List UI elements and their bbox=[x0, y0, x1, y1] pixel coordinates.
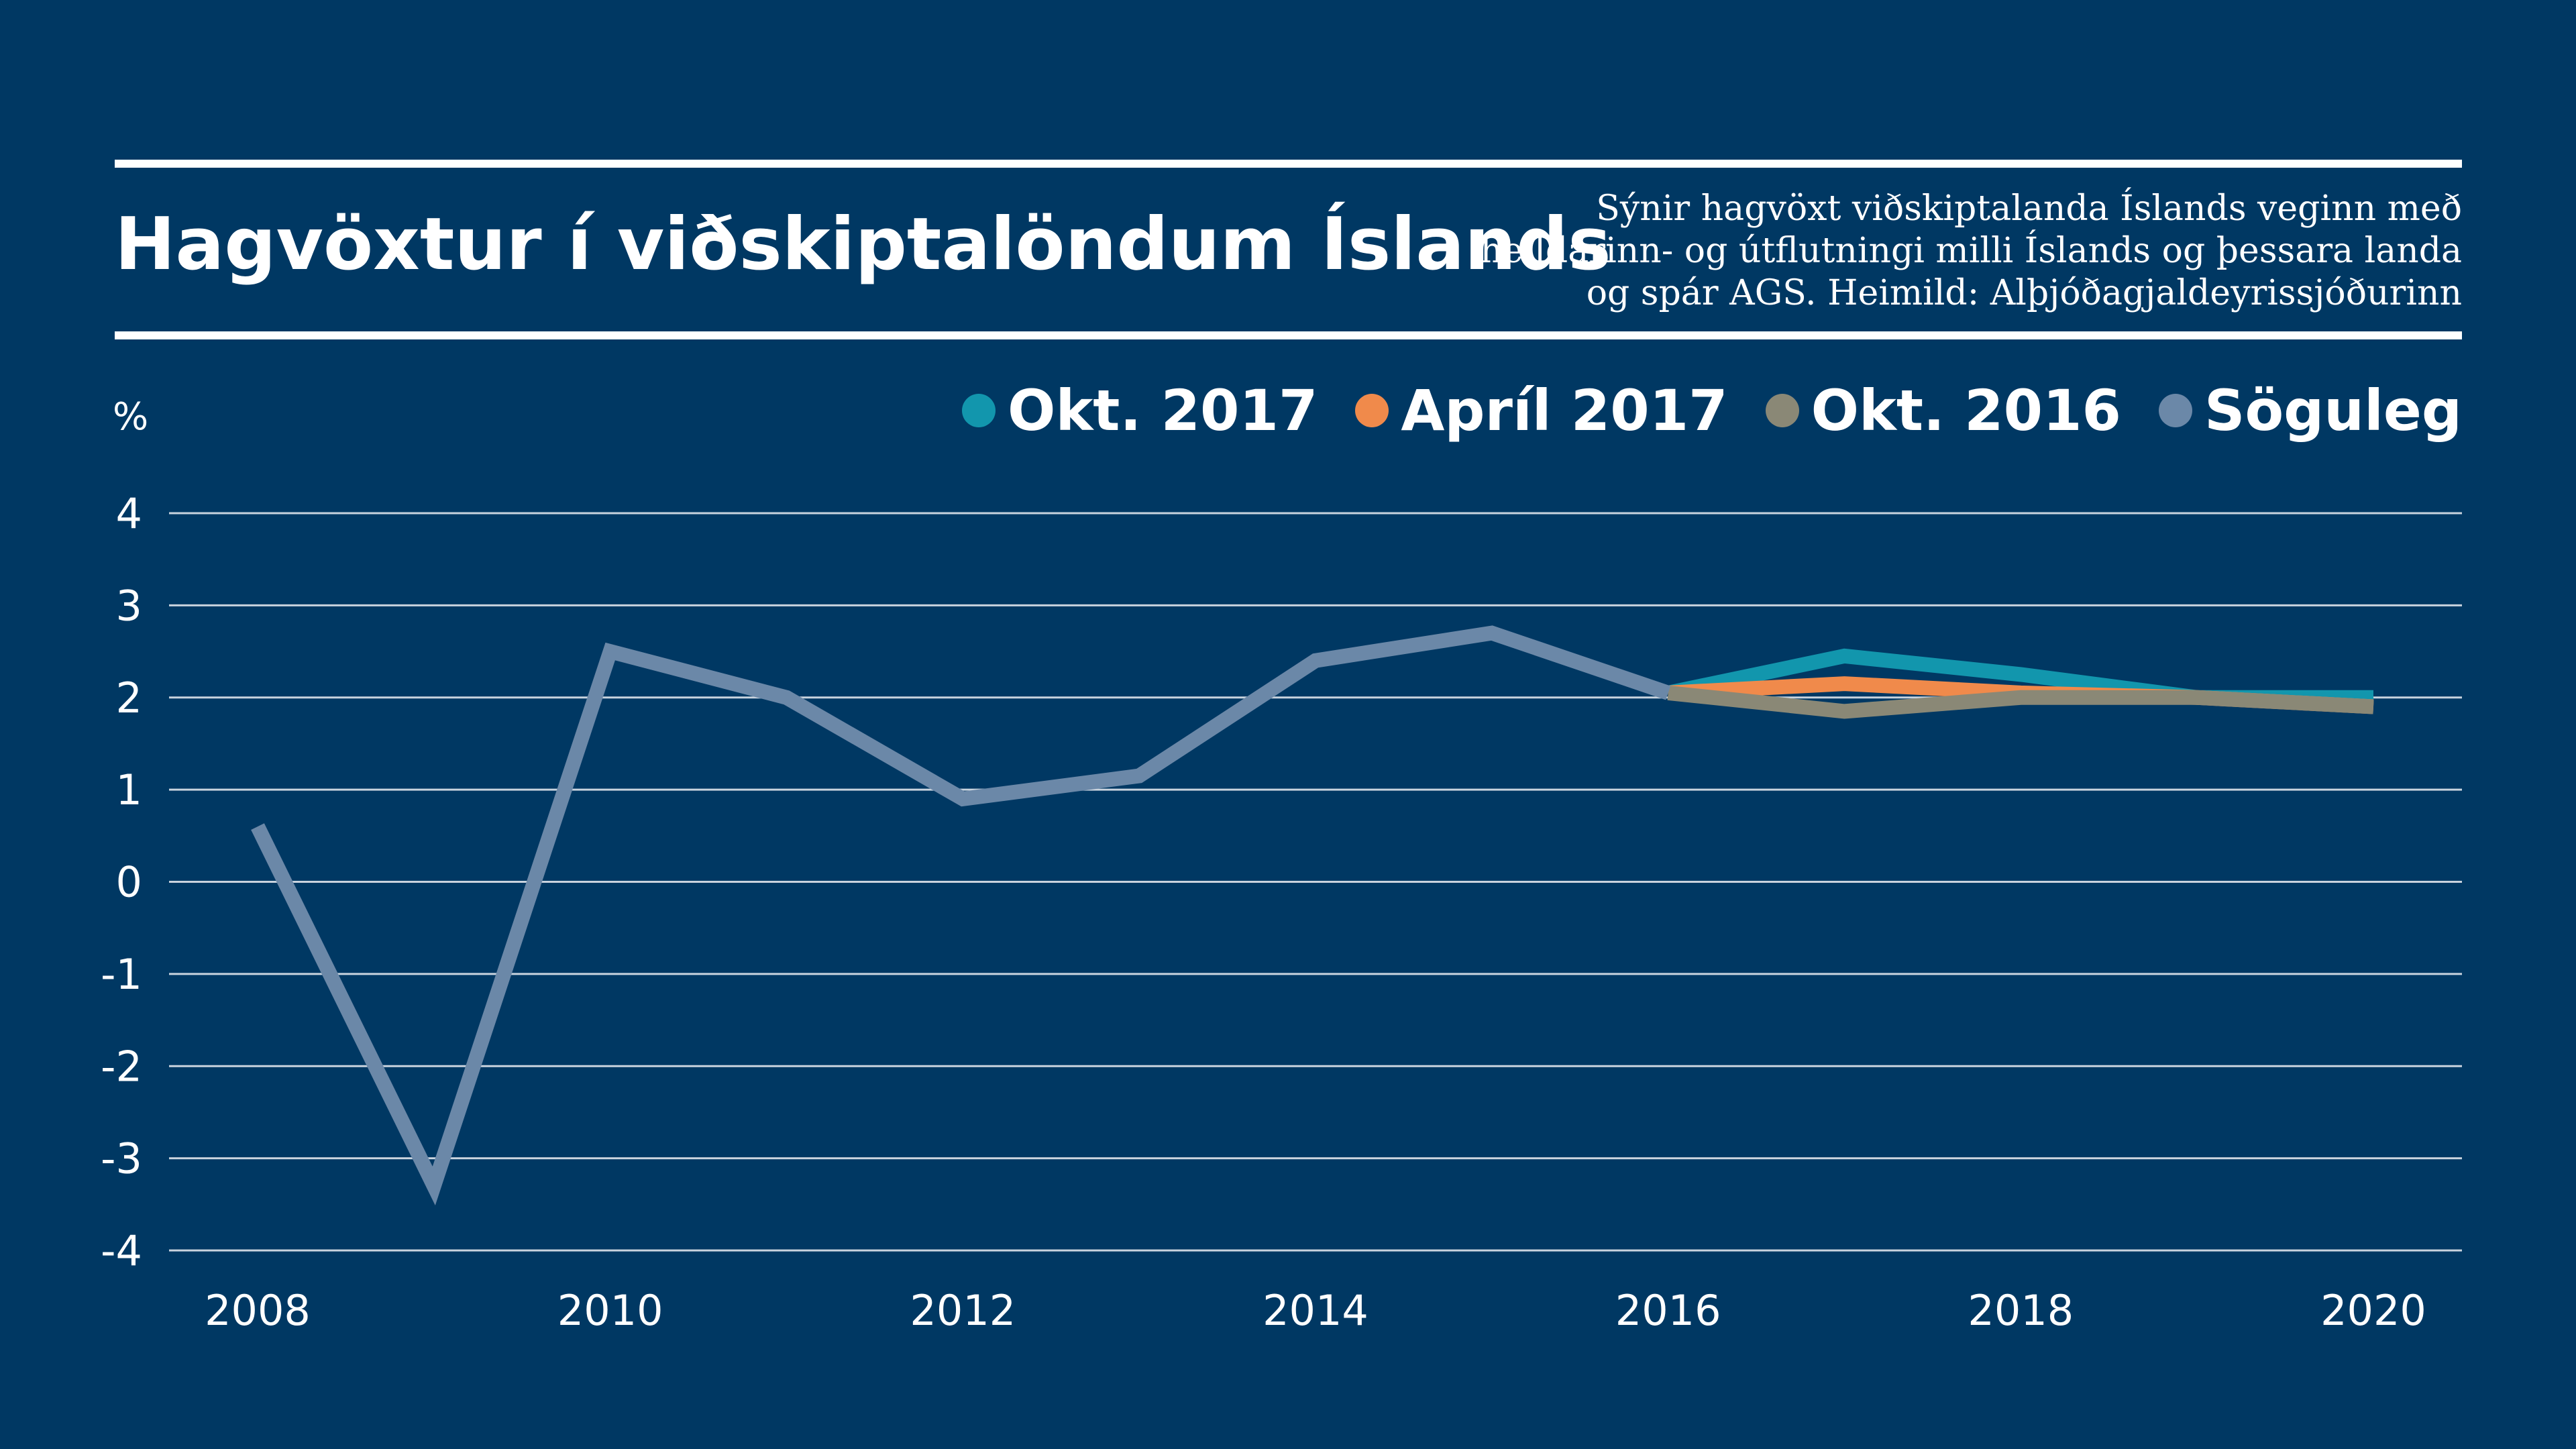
chart-title: Hagvöxtur í viðskiptalöndum Íslands bbox=[115, 203, 1611, 286]
legend-marker-icon bbox=[1765, 394, 1799, 427]
header-bottom-rule bbox=[115, 331, 2462, 339]
y-axis-unit-label: % bbox=[113, 395, 148, 439]
legend-item: Söguleg bbox=[2158, 378, 2462, 443]
header-top-rule bbox=[115, 160, 2462, 168]
y-tick-label: -3 bbox=[101, 1134, 142, 1183]
legend-item: Okt. 2016 bbox=[1765, 378, 2121, 443]
y-tick-label: -2 bbox=[101, 1042, 142, 1091]
x-tick-label: 2020 bbox=[2320, 1286, 2426, 1335]
legend-item: Apríl 2017 bbox=[1355, 378, 1728, 443]
subtitle-line-3: og spár AGS. Heimild: Alþjóðagjaldeyriss… bbox=[1586, 273, 2462, 313]
subtitle-line-1: Sýnir hagvöxt viðskiptalanda Íslands veg… bbox=[1596, 189, 2462, 229]
y-tick-label: 2 bbox=[116, 674, 142, 722]
x-tick-label: 2010 bbox=[557, 1286, 663, 1335]
x-tick-label: 2018 bbox=[1968, 1286, 2074, 1335]
y-tick-label: 3 bbox=[116, 581, 142, 630]
x-tick-label: 2016 bbox=[1615, 1286, 1721, 1335]
y-tick-label: 0 bbox=[116, 858, 142, 907]
legend-marker-icon bbox=[1355, 394, 1389, 427]
legend-item: Okt. 2017 bbox=[962, 382, 1318, 439]
legend-label: Okt. 2017 bbox=[1008, 378, 1318, 443]
y-tick-label: 4 bbox=[116, 489, 142, 538]
series-line-okt-2016 bbox=[1667, 685, 2374, 719]
x-tick-label: 2012 bbox=[910, 1286, 1016, 1335]
legend-label: Apríl 2017 bbox=[1401, 378, 1728, 443]
chart-legend: Okt. 2017 Apríl 2017 Okt. 2016 Söguleg bbox=[962, 382, 2462, 439]
chart-subtitle: Sýnir hagvöxt viðskiptalanda Íslands veg… bbox=[1389, 188, 2462, 315]
series-line-s-guleg bbox=[251, 625, 1671, 1205]
legend-label: Söguleg bbox=[2204, 378, 2462, 443]
legend-marker-icon bbox=[962, 394, 996, 427]
y-tick-label: -4 bbox=[101, 1226, 142, 1275]
y-tick-label: -1 bbox=[101, 950, 142, 999]
x-tick-label: 2008 bbox=[205, 1286, 311, 1335]
legend-marker-icon bbox=[2158, 394, 2192, 427]
legend-label: Okt. 2016 bbox=[1811, 378, 2121, 443]
y-tick-label: 1 bbox=[116, 765, 142, 814]
subtitle-line-2: heildarinn- og útflutningi milli Íslands… bbox=[1480, 231, 2462, 271]
x-tick-label: 2014 bbox=[1263, 1286, 1368, 1335]
